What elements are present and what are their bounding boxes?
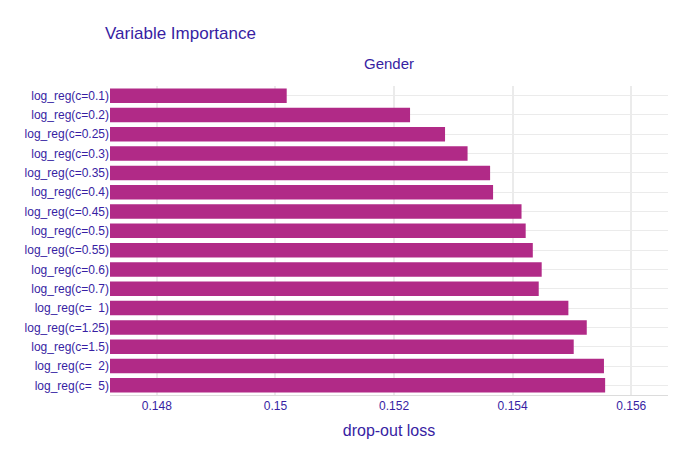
svg-text:log_reg(c=0.35): log_reg(c=0.35) xyxy=(25,166,109,180)
svg-text:0.152: 0.152 xyxy=(379,399,409,413)
svg-text:log_reg(c=0.25): log_reg(c=0.25) xyxy=(25,127,109,141)
svg-text:log_reg(c=0.1): log_reg(c=0.1) xyxy=(31,89,109,103)
svg-text:log_reg(c=0.3): log_reg(c=0.3) xyxy=(31,147,109,161)
svg-text:0.148: 0.148 xyxy=(142,399,172,413)
svg-text:log_reg(c= 2): log_reg(c= 2) xyxy=(35,359,109,373)
svg-text:log_reg(c=0.2): log_reg(c=0.2) xyxy=(31,108,109,122)
svg-text:drop-out loss: drop-out loss xyxy=(343,422,436,439)
svg-text:log_reg(c=0.6): log_reg(c=0.6) xyxy=(31,263,109,277)
svg-text:Variable Importance: Variable Importance xyxy=(105,24,256,43)
svg-text:log_reg(c=0.4): log_reg(c=0.4) xyxy=(31,185,109,199)
svg-text:0.154: 0.154 xyxy=(498,399,528,413)
svg-text:log_reg(c=0.55): log_reg(c=0.55) xyxy=(25,243,109,257)
svg-text:log_reg(c=0.5): log_reg(c=0.5) xyxy=(31,224,109,238)
svg-text:log_reg(c=1.25): log_reg(c=1.25) xyxy=(25,321,109,335)
svg-text:0.156: 0.156 xyxy=(616,399,646,413)
svg-text:Gender: Gender xyxy=(364,55,414,72)
svg-text:log_reg(c=0.45): log_reg(c=0.45) xyxy=(25,205,109,219)
svg-text:log_reg(c=1.5): log_reg(c=1.5) xyxy=(31,340,109,354)
svg-text:log_reg(c= 1): log_reg(c= 1) xyxy=(35,301,109,315)
svg-text:0.15: 0.15 xyxy=(264,399,288,413)
svg-text:log_reg(c= 5): log_reg(c= 5) xyxy=(35,379,109,393)
svg-text:log_reg(c=0.7): log_reg(c=0.7) xyxy=(31,282,109,296)
